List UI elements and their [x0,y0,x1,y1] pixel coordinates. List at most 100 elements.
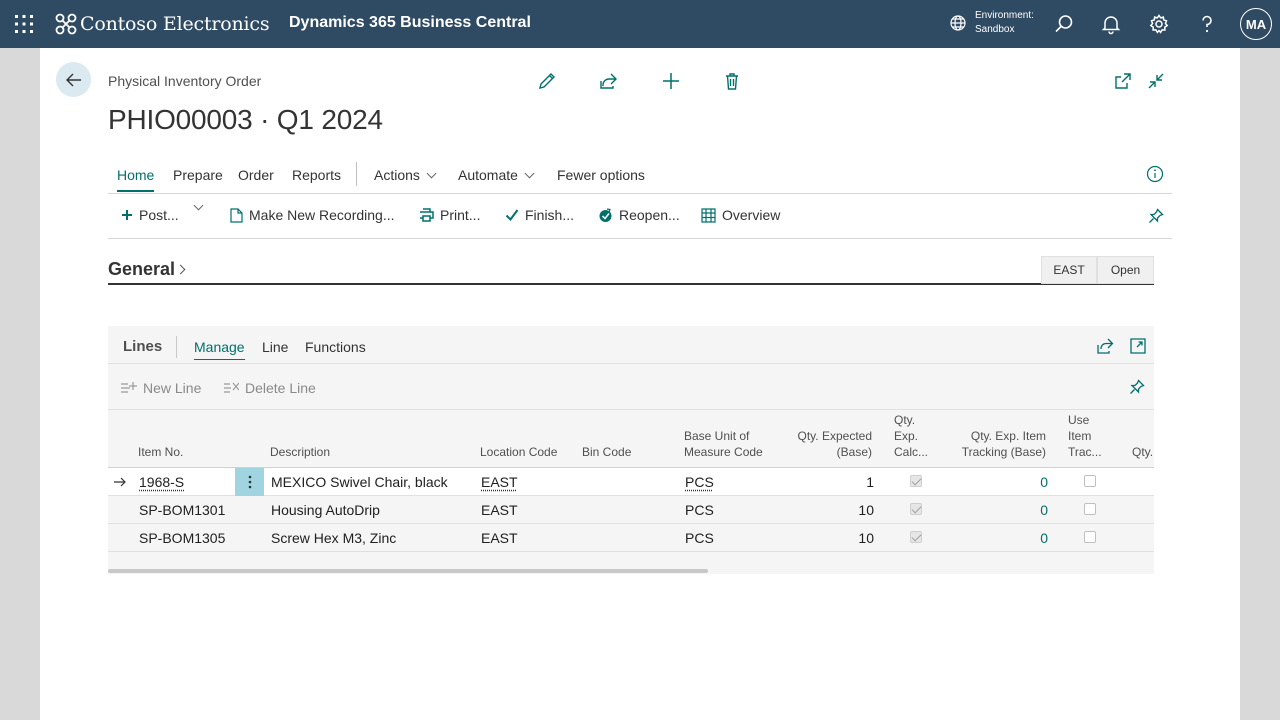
overview-button[interactable]: Overview [701,207,780,223]
col-header-item-no[interactable]: Item No. [138,445,184,459]
post-button[interactable]: Post... [121,207,179,223]
environment-label: Environment: [975,10,1034,21]
lines-tab-manage[interactable]: Manage [194,339,245,360]
general-fasttab-header[interactable]: General EAST Open [108,256,1154,285]
delete-line-button[interactable]: Delete Line [223,380,316,396]
overview-grid-icon [701,207,716,223]
col-header-qty-partial[interactable]: Qty. [1132,445,1154,459]
reopen-button[interactable]: Reopen... [598,207,680,223]
make-new-recording-button[interactable]: Make New Recording... [230,207,395,223]
page-caption: Physical Inventory Order [108,73,262,89]
col-header-qty-exp-calc-line1: Qty. [894,413,916,427]
cell-item-no[interactable]: SP-BOM1301 [139,502,226,518]
cell-location-code[interactable]: EAST [481,474,518,490]
back-button[interactable] [56,62,91,97]
environment-indicator[interactable]: Environment: Sandbox [949,9,1034,37]
lines-action-bar: New Line Delete Line [108,365,1154,410]
cell-base-uom[interactable]: PCS [685,530,714,546]
make-new-recording-label: Make New Recording... [249,207,395,223]
col-header-location-code[interactable]: Location Code [480,445,558,459]
new-line-button[interactable]: New Line [120,380,201,396]
menu-automate-dropdown[interactable]: Automate [458,167,535,183]
table-row[interactable]: 1968-S MEXICO Swivel Chair, black EAST P… [108,468,1154,496]
cell-description[interactable]: Screw Hex M3, Zinc [271,530,397,546]
col-header-base-uom[interactable]: Base Unit of Measure Code [684,428,763,460]
col-header-description[interactable]: Description [270,445,331,459]
pin-icon[interactable] [1148,208,1164,224]
cell-description[interactable]: MEXICO Swivel Chair, black [271,474,448,490]
post-plus-icon [121,209,133,221]
general-fasttab-title: General [108,259,186,280]
cell-qty-exp-item-tracking[interactable]: 0 [1040,530,1048,546]
menu-actions-dropdown[interactable]: Actions [374,167,437,183]
delete-line-icon [223,381,239,395]
company-brand[interactable]: Contoso Electronics [54,10,270,38]
share-icon[interactable] [598,71,618,91]
cell-use-item-tracking-checkbox[interactable] [1084,503,1096,515]
settings-gear-icon[interactable] [1148,13,1170,35]
cell-base-uom[interactable]: PCS [685,502,714,518]
action-menu-bar: Home Prepare Order Reports Actions Autom… [108,160,1172,194]
row-actions-button[interactable] [235,468,264,496]
table-row[interactable]: SP-BOM1305 Screw Hex M3, Zinc EAST PCS 1… [108,524,1154,552]
collapse-icon[interactable] [1146,71,1166,91]
open-new-window-icon[interactable] [1113,71,1133,91]
arrow-left-icon [65,73,81,86]
search-icon[interactable] [1053,13,1075,35]
print-button[interactable]: Print... [419,207,480,223]
new-line-icon [120,381,137,395]
cell-qty-exp-item-tracking[interactable]: 0 [1040,502,1048,518]
reopen-icon [598,207,613,223]
menu-tab-reports[interactable]: Reports [292,167,342,183]
cell-base-uom[interactable]: PCS [685,474,714,490]
lines-pin-icon[interactable] [1129,379,1145,395]
menu-tab-order[interactable]: Order [238,167,274,183]
cell-qty-exp-item-tracking[interactable]: 0 [1040,474,1048,490]
chevron-right-icon [175,264,186,275]
document-icon [230,207,243,223]
lines-tab-functions[interactable]: Functions [305,339,366,355]
menu-tab-home[interactable]: Home [117,167,155,192]
col-header-bin-code[interactable]: Bin Code [582,445,632,459]
lines-expand-icon[interactable] [1129,337,1147,355]
lines-share-icon[interactable] [1096,337,1114,355]
menu-separator [356,162,357,186]
post-dropdown-button[interactable] [193,200,204,212]
cell-use-item-tracking-checkbox[interactable] [1084,475,1096,487]
cell-qty-expected: 10 [858,502,874,518]
col-header-qty-exp-calculated[interactable]: Qty. Exp. Calc... [894,412,928,460]
menu-tab-prepare[interactable]: Prepare [173,167,223,183]
help-question-icon[interactable] [1196,13,1218,35]
col-header-qty-exp-item-tracking[interactable]: Qty. Exp. Item Tracking (Base) [938,428,1046,460]
delete-trash-icon[interactable] [722,71,742,91]
lines-tab-line[interactable]: Line [262,339,289,355]
cell-location-code[interactable]: EAST [481,502,518,518]
col-header-qty-expected[interactable]: Qty. Expected (Base) [772,428,872,460]
cell-use-item-tracking-checkbox[interactable] [1084,531,1096,543]
horizontal-scrollbar[interactable] [108,569,708,573]
product-name: Dynamics 365 Business Central [289,14,531,31]
finish-button[interactable]: Finish... [505,207,574,223]
menu-fewer-options[interactable]: Fewer options [557,167,645,183]
info-icon[interactable] [1146,165,1164,183]
add-new-plus-icon[interactable] [661,71,681,91]
table-row[interactable]: SP-BOM1301 Housing AutoDrip EAST PCS 10 … [108,496,1154,524]
cell-qty-expected: 10 [858,530,874,546]
col-header-use-item-line1: Use [1068,413,1090,427]
col-header-use-item-line3: Trac... [1068,445,1102,459]
location-summary-badge: EAST [1041,256,1097,284]
notifications-bell-icon[interactable] [1100,13,1122,35]
cell-item-no[interactable]: 1968-S [139,474,185,490]
new-line-label: New Line [143,380,202,396]
checkmark-icon [505,208,519,222]
col-header-use-item-tracking[interactable]: Use Item Trac... [1068,412,1102,460]
edit-pencil-icon[interactable] [537,71,557,91]
user-avatar[interactable]: MA [1240,8,1272,40]
cell-item-no[interactable]: SP-BOM1305 [139,530,226,546]
current-row-arrow-icon [114,477,126,487]
col-header-qty-exp-calc-line2: Exp. [894,429,919,443]
cell-location-code[interactable]: EAST [481,530,518,546]
app-launcher-icon[interactable] [14,14,34,34]
cell-description[interactable]: Housing AutoDrip [271,502,380,518]
col-header-use-item-line2: Item [1068,429,1092,443]
